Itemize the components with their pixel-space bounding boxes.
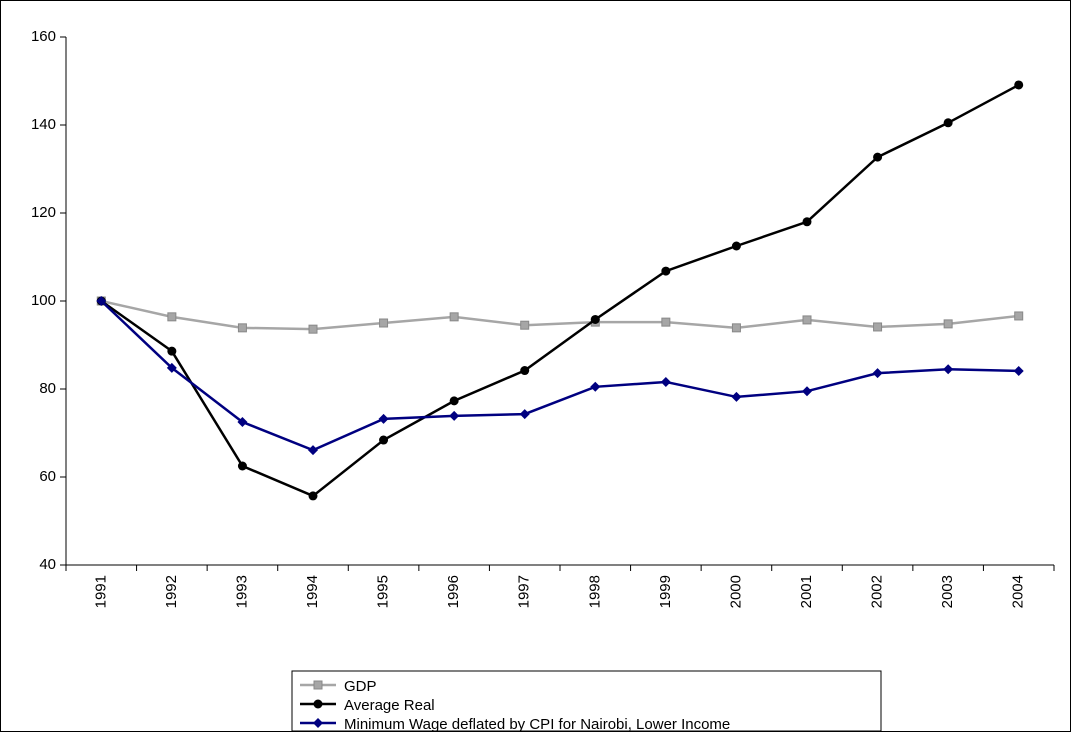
legend-label: Average Real (344, 697, 435, 714)
marker (731, 241, 741, 251)
x-tick-label: 1999 (657, 575, 674, 608)
marker (449, 312, 459, 322)
x-tick-label: 1993 (233, 575, 250, 608)
marker (731, 391, 742, 402)
marker (313, 699, 323, 709)
marker (943, 118, 953, 128)
x-tick-label: 2004 (1010, 575, 1027, 608)
marker (731, 323, 741, 333)
marker (96, 296, 107, 306)
series-line (101, 299, 1019, 331)
x-tick-label: 1998 (586, 575, 603, 608)
x-tick-label: 2000 (727, 575, 744, 608)
marker (1014, 80, 1024, 90)
marker (1013, 365, 1024, 376)
x-tick-label: 1995 (375, 575, 392, 608)
marker (167, 312, 177, 322)
marker (873, 152, 883, 162)
marker (660, 376, 671, 387)
y-tick-label: 80 (39, 380, 56, 397)
marker (943, 364, 954, 375)
marker (872, 368, 883, 379)
y-tick-label: 160 (31, 28, 56, 45)
marker (1014, 311, 1024, 321)
x-tick-label: 2002 (869, 575, 886, 608)
marker (943, 319, 953, 329)
x-tick-label: 1997 (516, 575, 533, 608)
marker (661, 317, 671, 327)
x-tick-label: 1994 (304, 575, 321, 608)
marker (308, 491, 318, 501)
legend-label: Minimum Wage deflated by CPI for Nairobi… (344, 716, 730, 732)
marker (237, 461, 247, 471)
marker (379, 435, 389, 445)
marker (449, 410, 460, 421)
marker (802, 386, 812, 397)
marker (802, 315, 812, 325)
marker (167, 346, 177, 356)
x-tick-label: 1991 (92, 575, 109, 608)
marker (308, 324, 318, 334)
marker (308, 445, 318, 456)
marker (661, 266, 671, 276)
x-tick-label: 1996 (445, 575, 462, 608)
marker (237, 417, 248, 427)
marker (873, 322, 883, 332)
y-tick-label: 60 (39, 468, 56, 485)
x-tick-label: 2003 (939, 575, 956, 608)
series-line (100, 83, 1020, 498)
series-line (100, 300, 1019, 452)
marker (520, 320, 530, 330)
x-tick-label: 1992 (163, 575, 180, 608)
marker (802, 217, 812, 227)
marker (590, 314, 600, 324)
marker (590, 381, 601, 392)
marker (166, 362, 177, 373)
y-tick-label: 100 (31, 292, 56, 309)
marker (449, 396, 459, 406)
marker (237, 323, 247, 333)
marker (313, 718, 323, 728)
marker (313, 680, 323, 690)
legend-label: GDP (344, 678, 377, 695)
legend-box (291, 670, 882, 732)
y-tick-label: 40 (39, 556, 56, 573)
marker (378, 413, 389, 424)
x-tick-label: 2001 (798, 575, 815, 608)
y-tick-label: 140 (31, 116, 56, 133)
y-tick-label: 120 (31, 204, 56, 221)
marker (519, 409, 530, 420)
marker (379, 318, 389, 328)
marker (520, 366, 530, 376)
